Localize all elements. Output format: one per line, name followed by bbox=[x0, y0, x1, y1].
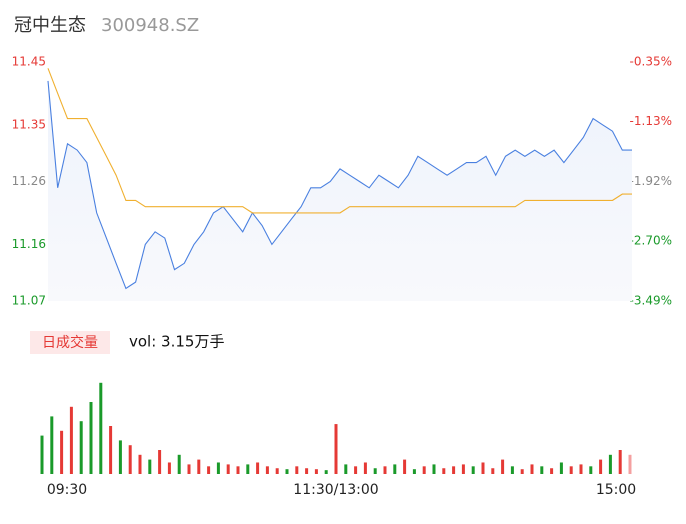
volume-bar bbox=[412, 469, 416, 474]
volume-bar bbox=[99, 382, 103, 474]
stock-code: 300948.SZ bbox=[101, 15, 199, 36]
volume-bar bbox=[216, 462, 220, 474]
volume-bar bbox=[559, 462, 563, 474]
volume-bar bbox=[393, 464, 397, 474]
y-tick-label: 11.45 bbox=[12, 55, 46, 69]
volume-bar bbox=[520, 469, 524, 474]
y-tick-label: 11.07 bbox=[12, 294, 46, 308]
volume-bar bbox=[432, 464, 436, 474]
volume-bar bbox=[491, 468, 495, 474]
y2-tick-label: -0.35% bbox=[630, 55, 672, 69]
volume-bar bbox=[628, 454, 632, 474]
volume-bar bbox=[471, 466, 475, 474]
volume-bar bbox=[589, 466, 593, 474]
volume-bar bbox=[128, 445, 132, 474]
volume-bar bbox=[236, 466, 240, 474]
volume-bar bbox=[256, 462, 260, 474]
y2-tick-label: -3.49% bbox=[630, 294, 672, 308]
volume-bar bbox=[452, 466, 456, 474]
y2-tick-label: -2.70% bbox=[630, 233, 672, 247]
volume-bar bbox=[79, 421, 83, 474]
volume-bar bbox=[109, 426, 113, 474]
y2-tick-label: -1.13% bbox=[630, 114, 672, 128]
x-tick-label: 15:00 bbox=[596, 482, 636, 498]
volume-bar bbox=[60, 430, 64, 474]
volume-bar bbox=[197, 459, 201, 474]
volume-bar bbox=[305, 468, 309, 474]
volume-bar bbox=[579, 464, 583, 474]
volume-bar bbox=[354, 466, 358, 474]
volume-bar bbox=[89, 402, 93, 474]
volume-bar bbox=[461, 464, 465, 474]
volume-bar bbox=[187, 464, 191, 474]
volume-bar bbox=[138, 454, 142, 474]
volume-bar bbox=[118, 440, 122, 474]
volume-bar bbox=[295, 466, 299, 474]
volume-bar bbox=[265, 466, 269, 474]
volume-bar bbox=[363, 462, 367, 474]
volume-bar bbox=[226, 464, 230, 474]
volume-bar bbox=[207, 466, 211, 474]
volume-bar bbox=[40, 435, 44, 474]
stock-name: 冠中生态 bbox=[14, 15, 86, 36]
y-tick-label: 11.26 bbox=[12, 174, 46, 188]
volume-bar bbox=[314, 469, 318, 474]
volume-bar bbox=[50, 416, 54, 474]
volume-bar bbox=[608, 454, 612, 474]
volume-bar bbox=[167, 462, 171, 474]
volume-bar bbox=[403, 459, 407, 474]
volume-bar bbox=[540, 466, 544, 474]
volume-bar bbox=[442, 468, 446, 474]
volume-bar bbox=[158, 450, 162, 474]
legend-bg bbox=[30, 331, 110, 354]
volume-bar bbox=[569, 466, 573, 474]
average-line bbox=[47, 68, 632, 214]
price-area bbox=[48, 80, 632, 302]
y2-tick-label: -1.92% bbox=[630, 174, 672, 188]
volume-bar bbox=[344, 464, 348, 474]
volume-bar bbox=[373, 468, 377, 474]
volume-bar bbox=[383, 466, 387, 474]
volume-annotation: vol: 3.15万手 bbox=[129, 333, 224, 351]
volume-bar bbox=[422, 466, 426, 474]
volume-bar bbox=[599, 459, 603, 474]
volume-bar bbox=[510, 466, 514, 474]
volume-bar bbox=[530, 464, 534, 474]
volume-bar bbox=[148, 459, 152, 474]
volume-bar bbox=[334, 424, 338, 474]
volume-bar bbox=[501, 459, 505, 474]
volume-bar bbox=[324, 470, 328, 474]
volume-bar bbox=[177, 454, 181, 474]
volume-bar bbox=[246, 464, 250, 474]
volume-bar bbox=[285, 469, 289, 474]
x-tick-label: 09:30 bbox=[47, 482, 87, 498]
volume-bar bbox=[550, 468, 554, 474]
volume-bar bbox=[618, 450, 622, 474]
volume-bar bbox=[481, 462, 485, 474]
x-tick-label: 11:30/13:00 bbox=[293, 482, 378, 498]
price-line bbox=[47, 80, 632, 290]
y-tick-label: 11.16 bbox=[12, 237, 46, 251]
volume-bar bbox=[69, 406, 73, 474]
legend-label[interactable]: 日成交量 bbox=[42, 334, 98, 351]
volume-bar bbox=[275, 468, 279, 474]
y-tick-label: 11.35 bbox=[12, 117, 46, 131]
